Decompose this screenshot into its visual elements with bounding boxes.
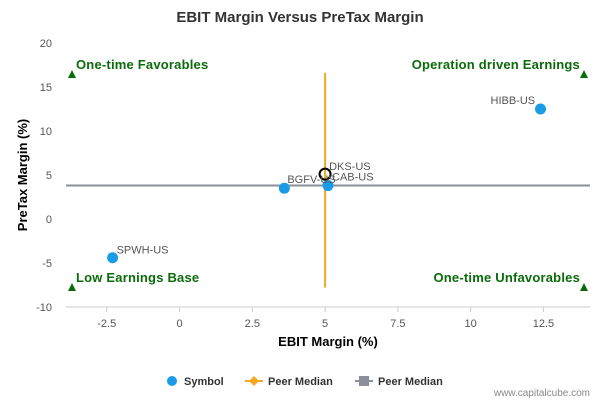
data-point-label: HIBB-US — [491, 95, 536, 107]
y-tick-label: -5 — [42, 258, 52, 270]
legend-peer-median-orange-label: Peer Median — [268, 376, 333, 388]
legend-item-peer-median-orange[interactable]: Peer Median — [245, 376, 333, 388]
quadrant-markers — [68, 70, 588, 291]
data-point — [322, 180, 334, 192]
x-tick-labels: -2.5 0 2.5 5 7.5 10 12.5 — [97, 307, 554, 330]
data-point-label: SPWH-US — [117, 245, 169, 257]
data-point — [107, 252, 119, 264]
data-point — [278, 182, 290, 194]
x-tick-label: 7.5 — [390, 318, 405, 330]
quadrant-label-top-left: One-time Favorables — [76, 57, 208, 72]
data-point-highlight — [318, 167, 332, 181]
x-tick-label: 2.5 — [245, 318, 260, 330]
quadrant-label-top-right: Operation driven Earnings — [412, 57, 580, 72]
data-point-label: BGFV-US — [287, 174, 335, 186]
credit-text: www.capitalcube.com — [493, 388, 590, 399]
y-tick-label: 20 — [40, 38, 52, 50]
x-tick-label: 0 — [176, 318, 182, 330]
legend-peer-median-orange-marker — [249, 376, 259, 386]
data-point-label: CAB-US — [332, 172, 374, 184]
quadrant-marker-bottom-right — [580, 283, 588, 291]
x-axis-title: EBIT Margin (%) — [278, 334, 378, 349]
y-tick-label: 15 — [40, 82, 52, 94]
legend-symbol-label: Symbol — [184, 376, 224, 388]
x-tick-label: 10 — [465, 318, 477, 330]
x-tick-label: 5 — [322, 318, 328, 330]
legend: Symbol Peer Median Peer Median — [167, 376, 443, 388]
legend-peer-median-gray-label: Peer Median — [378, 376, 443, 388]
chart-title: EBIT Margin Versus PreTax Margin — [176, 9, 423, 26]
legend-peer-median-gray-marker — [359, 376, 369, 386]
x-tick-label: -2.5 — [97, 318, 116, 330]
y-tick-label: -10 — [36, 302, 52, 314]
legend-symbol-marker — [167, 376, 177, 386]
legend-item-peer-median-gray[interactable]: Peer Median — [355, 376, 443, 388]
y-tick-label: 0 — [46, 214, 52, 226]
quadrant-label-bottom-left: Low Earnings Base — [76, 270, 199, 285]
y-tick-label: 5 — [46, 170, 52, 182]
quadrant-marker-top-right — [580, 70, 588, 78]
quadrant-marker-top-left — [68, 70, 76, 78]
legend-item-symbol[interactable]: Symbol — [167, 376, 224, 388]
y-axis-title: PreTax Margin (%) — [15, 119, 30, 231]
data-point — [535, 103, 547, 115]
data-point-label: DKS-US — [329, 161, 371, 173]
y-tick-label: 10 — [40, 126, 52, 138]
quadrant-label-bottom-right: One-time Unfavorables — [433, 270, 580, 285]
quadrant-marker-bottom-left — [68, 283, 76, 291]
y-tick-labels: -10 -5 0 5 10 15 20 — [36, 38, 52, 314]
x-tick-label: 12.5 — [533, 318, 554, 330]
